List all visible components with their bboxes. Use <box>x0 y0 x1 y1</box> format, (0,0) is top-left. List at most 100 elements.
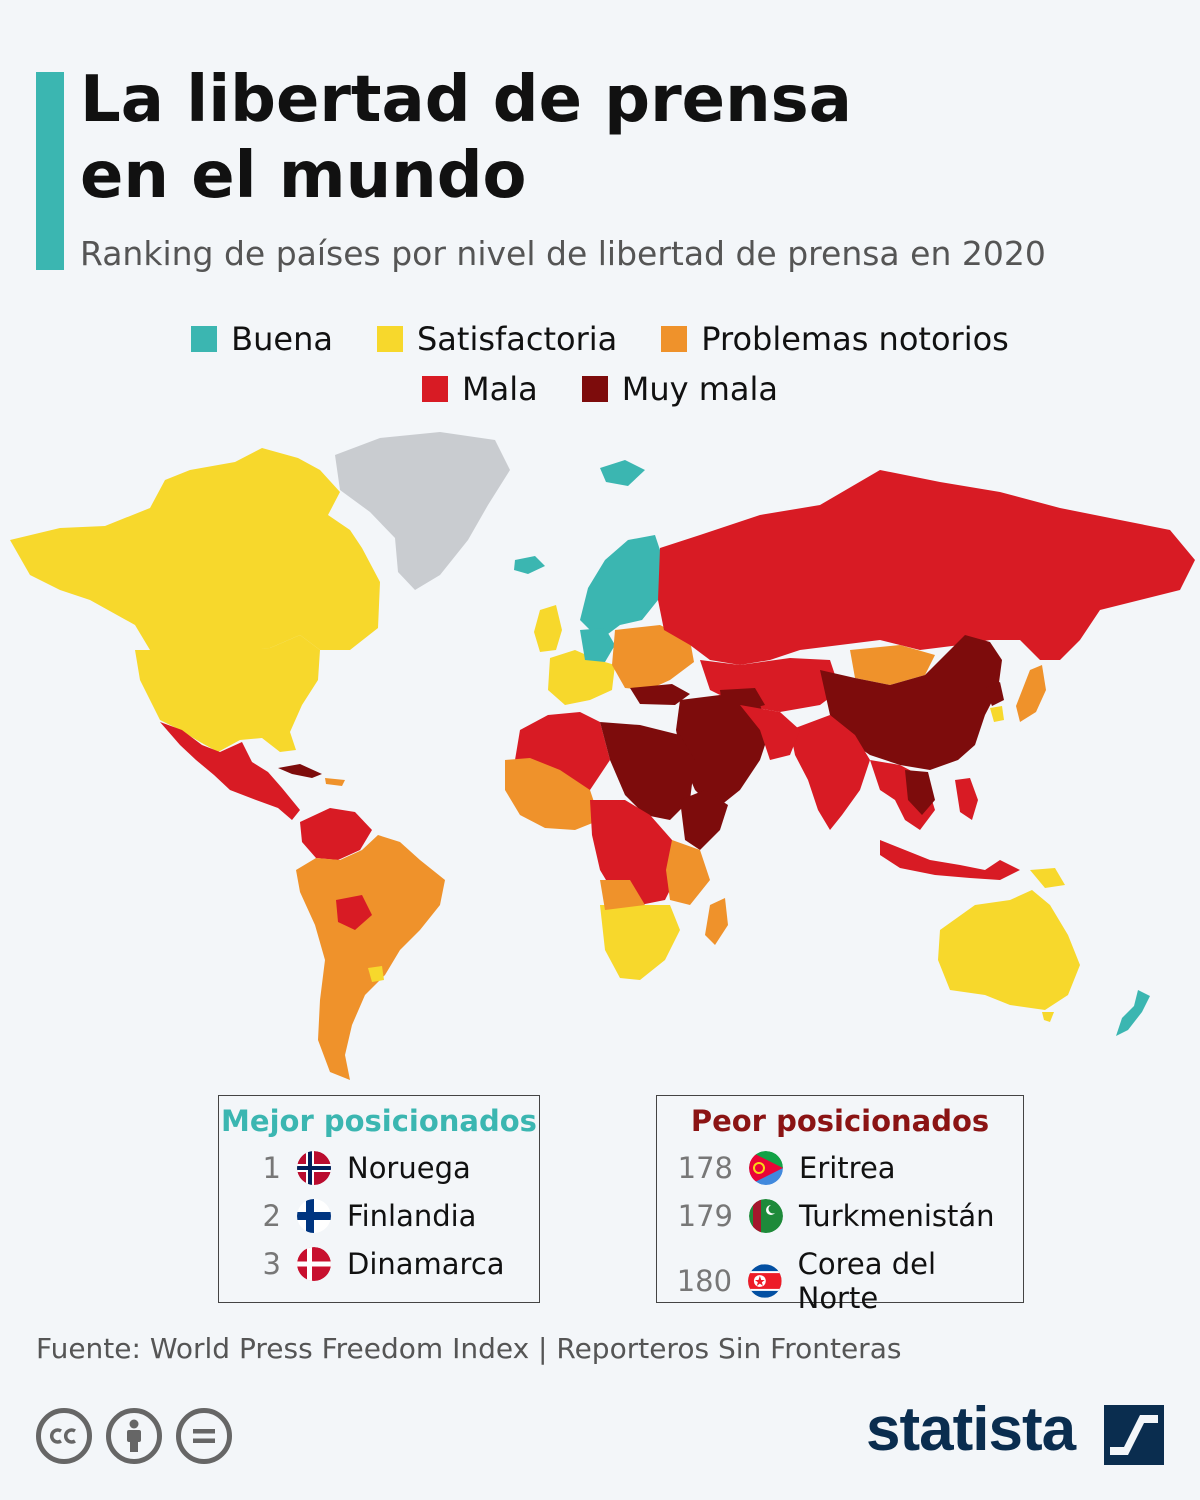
legend-row-1: Buena Satisfactoria Problemas notorios <box>0 320 1200 358</box>
legend-swatch <box>376 326 403 352</box>
region-uk-ireland <box>534 605 562 652</box>
by-icon[interactable] <box>106 1408 162 1464</box>
country-name: Eritrea <box>799 1151 896 1185</box>
region-australia <box>938 890 1080 1010</box>
title-line-2: en el mundo <box>80 139 527 213</box>
region-canada <box>10 448 380 650</box>
rank-number: 1 <box>262 1151 281 1185</box>
world-map <box>10 432 1195 1080</box>
best-rank-row-3: 3 Dinamarca <box>229 1247 505 1281</box>
worst-ranked-box: Peor posicionados 178 Eritrea 179 Turkme… <box>656 1095 1024 1315</box>
legend-item-muy-mala: Muy mala <box>581 370 778 408</box>
region-greenland <box>335 432 510 590</box>
license-icons <box>36 1408 232 1464</box>
cc-icon[interactable] <box>36 1408 92 1464</box>
region-caribbean <box>278 764 322 778</box>
best-ranked-box: Mejor posicionados 1 Noruega 2 Finlandia… <box>218 1095 540 1303</box>
region-middle-east <box>676 695 770 810</box>
nd-icon[interactable] <box>176 1408 232 1464</box>
region-south-america <box>296 835 445 1080</box>
legend-label: Problemas notorios <box>701 320 1009 358</box>
rank-number: 2 <box>262 1199 281 1233</box>
region-india <box>790 715 870 830</box>
legend-row-2: Mala Muy mala <box>0 370 1200 408</box>
legend-swatch <box>422 376 448 402</box>
region-russia <box>658 470 1195 665</box>
region-china <box>820 635 1002 770</box>
worst-rank-row-1: 178 Eritrea <box>657 1151 896 1185</box>
legend-label: Mala <box>462 370 538 408</box>
region-philippines <box>955 778 978 820</box>
source-note: Fuente: World Press Freedom Index | Repo… <box>36 1332 902 1365</box>
region-central-africa <box>590 800 680 905</box>
region-eastern-europe <box>612 625 694 690</box>
legend-swatch <box>191 326 218 352</box>
best-ranked-heading: Mejor posicionados <box>221 1104 537 1138</box>
legend-swatch <box>661 326 688 352</box>
region-angola-zambia <box>600 880 645 910</box>
eritrea-flag-icon <box>749 1151 783 1185</box>
region-east-africa <box>666 840 710 905</box>
region-horn-of-africa <box>680 790 728 850</box>
best-rank-row-1: 1 Noruega <box>229 1151 471 1185</box>
region-vietnam-laos <box>905 770 935 815</box>
norway-flag-icon <box>297 1151 331 1185</box>
region-mexico-central-america <box>160 722 300 820</box>
page-title: La libertad de prensa en el mundo <box>80 62 980 214</box>
region-nordics <box>580 535 665 640</box>
region-turkey <box>630 684 690 705</box>
title-line-1: La libertad de prensa <box>80 63 852 137</box>
statista-logo: statista <box>866 1395 1076 1464</box>
legend-item-problemas: Problemas notorios <box>661 320 1009 358</box>
region-southern-africa <box>600 905 680 980</box>
rank-number: 178 <box>677 1151 733 1185</box>
worst-ranked-heading: Peor posicionados <box>690 1104 990 1138</box>
worst-rank-row-2: 179 Turkmenistán <box>657 1199 995 1233</box>
region-uruguay <box>368 966 384 982</box>
legend-item-mala: Mala <box>422 370 538 408</box>
country-name: Turkmenistán <box>799 1199 995 1233</box>
legend-label: Satisfactoria <box>416 320 618 358</box>
region-bolivia <box>336 895 372 930</box>
region-northern-south-america <box>300 808 372 860</box>
legend-swatch <box>581 376 608 402</box>
legend-item-satisfactoria: Satisfactoria <box>376 320 618 358</box>
accent-bar <box>36 72 64 270</box>
region-png <box>1030 868 1065 888</box>
country-name: Noruega <box>347 1151 471 1185</box>
region-south-korea <box>990 706 1004 722</box>
worst-rank-row-3: 180 Corea del Norte <box>657 1247 1023 1315</box>
country-name: Corea del Norte <box>797 1247 937 1315</box>
legend-item-buena: Buena <box>191 320 333 358</box>
subtitle: Ranking de países por nivel de libertad … <box>80 234 1046 273</box>
region-iceland <box>514 556 545 574</box>
region-usa <box>135 635 320 752</box>
region-madagascar <box>705 898 728 945</box>
region-north-korea <box>985 682 1004 706</box>
rank-number: 180 <box>676 1264 733 1298</box>
region-central-europe <box>580 628 615 662</box>
legend-label: Muy mala <box>621 370 778 408</box>
turkmenistan-flag-icon <box>749 1199 783 1233</box>
rank-number: 3 <box>262 1247 281 1281</box>
statista-logo-mark-icon <box>1104 1405 1164 1465</box>
region-indonesia <box>880 840 1020 880</box>
region-northeast-africa <box>600 722 695 820</box>
finland-flag-icon <box>297 1199 331 1233</box>
country-name: Finlandia <box>347 1199 477 1233</box>
region-japan <box>1016 665 1046 722</box>
region-svalbard <box>600 460 645 486</box>
region-tasmania <box>1042 1012 1054 1022</box>
region-mongolia <box>850 645 935 685</box>
legend-label: Buena <box>231 320 333 358</box>
best-rank-row-2: 2 Finlandia <box>229 1199 476 1233</box>
region-new-zealand <box>1116 990 1150 1036</box>
rank-number: 179 <box>677 1199 733 1233</box>
denmark-flag-icon <box>297 1247 331 1281</box>
country-name: Dinamarca <box>347 1247 505 1281</box>
region-west-africa <box>505 758 600 830</box>
north-korea-flag-icon <box>748 1264 782 1298</box>
region-western-europe <box>548 650 615 705</box>
region-iran-pakistan <box>740 705 800 760</box>
region-caribbean-east <box>325 778 345 786</box>
